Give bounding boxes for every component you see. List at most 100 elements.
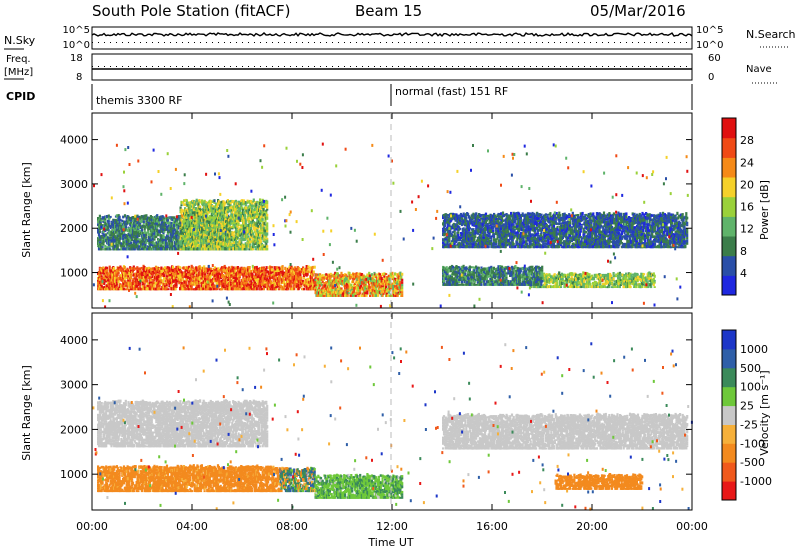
nsky-panel xyxy=(91,26,693,50)
nsearch-dot xyxy=(266,42,267,43)
data-cell xyxy=(110,281,113,285)
data-cell xyxy=(115,285,118,288)
data-cell xyxy=(214,287,217,291)
data-cell xyxy=(212,279,216,283)
data-cell xyxy=(159,277,162,280)
nave-dot xyxy=(446,66,447,67)
nave-dot xyxy=(410,66,411,67)
data-cell xyxy=(248,266,251,270)
data-cell xyxy=(185,287,188,291)
nsky-label: N.Sky xyxy=(4,34,36,47)
nsearch-dot xyxy=(188,42,189,43)
data-cell xyxy=(203,265,206,269)
data-cell xyxy=(234,274,237,277)
freq-label: Freq. xyxy=(6,54,31,65)
data-cell xyxy=(136,283,139,285)
nsearch-dot xyxy=(350,42,351,43)
data-cell xyxy=(254,279,257,282)
nave-dot xyxy=(524,66,525,67)
data-cell xyxy=(214,284,217,288)
data-cell xyxy=(132,282,135,285)
cpid-segment-2: normal (fast) 151 RF xyxy=(395,85,508,98)
nave-dot xyxy=(434,66,435,67)
nsearch-dot xyxy=(98,42,99,43)
data-cell xyxy=(213,266,216,269)
data-cell xyxy=(228,277,232,280)
data-cell xyxy=(261,288,264,291)
data-cell xyxy=(236,275,240,278)
nave-dot xyxy=(506,66,507,67)
data-cell xyxy=(179,280,182,284)
data-cell xyxy=(165,283,168,287)
nsearch-dot xyxy=(476,42,477,43)
data-cell xyxy=(169,276,172,279)
freq-tick-top: 18 xyxy=(70,53,83,64)
data-cell xyxy=(232,274,235,277)
data-cell xyxy=(180,271,183,274)
nsearch-dot xyxy=(536,42,537,43)
data-cell xyxy=(198,265,201,269)
data-cell xyxy=(156,273,159,276)
nsearch-dot xyxy=(638,42,639,43)
data-cell xyxy=(168,266,171,270)
data-cell xyxy=(122,284,125,288)
nave-dot xyxy=(98,66,99,67)
data-cell xyxy=(354,294,357,297)
data-cell xyxy=(236,287,240,291)
data-cell xyxy=(129,279,132,282)
data-cell xyxy=(204,285,208,289)
data-cell xyxy=(218,283,221,287)
data-cell xyxy=(108,282,111,285)
data-cell xyxy=(229,204,232,207)
data-cell xyxy=(117,280,120,284)
nave-dot xyxy=(644,66,645,67)
data-cell xyxy=(209,275,212,279)
data-cell xyxy=(231,211,234,214)
nave-dot xyxy=(464,66,465,67)
data-cell xyxy=(190,219,193,222)
nsearch-dot xyxy=(422,42,423,43)
data-cell xyxy=(188,267,191,271)
data-cell xyxy=(185,269,188,272)
data-cell xyxy=(105,271,109,274)
data-cell xyxy=(217,267,220,271)
data-cell xyxy=(228,266,231,270)
nave-dot xyxy=(500,66,501,67)
data-cell xyxy=(368,284,371,286)
data-cell xyxy=(149,281,152,284)
nsearch-dot xyxy=(614,42,615,43)
data-cell xyxy=(146,267,149,270)
freq-trace xyxy=(92,66,692,70)
data-cell xyxy=(132,284,135,288)
data-cell xyxy=(199,205,202,209)
data-cell xyxy=(401,291,404,294)
nave-dot xyxy=(254,66,255,67)
data-cell xyxy=(293,287,296,291)
data-cell xyxy=(235,278,238,283)
nsearch-dot xyxy=(212,42,213,43)
data-cell xyxy=(180,204,183,207)
nsearch-dot xyxy=(500,42,501,43)
data-cell xyxy=(112,271,115,274)
data-cell xyxy=(132,280,135,283)
nsearch-dot xyxy=(470,42,471,43)
data-cell xyxy=(165,277,168,280)
data-cell xyxy=(177,271,180,275)
data-cell xyxy=(138,284,142,287)
data-cell xyxy=(175,283,178,287)
nsearch-dot xyxy=(338,42,339,43)
nsearch-dot xyxy=(482,42,483,43)
nsearch-dot xyxy=(446,42,447,43)
data-cell xyxy=(191,281,194,284)
data-cell xyxy=(168,282,171,285)
data-cell xyxy=(151,288,154,291)
data-cell xyxy=(190,287,193,291)
nsearch-tick-top: 10^5 xyxy=(696,25,723,36)
data-cell xyxy=(139,270,142,273)
data-cell xyxy=(187,271,190,274)
data-cell xyxy=(163,230,166,233)
data-cell xyxy=(209,281,212,285)
data-cell xyxy=(239,273,242,276)
data-cell xyxy=(255,287,258,291)
data-cell xyxy=(219,280,222,283)
